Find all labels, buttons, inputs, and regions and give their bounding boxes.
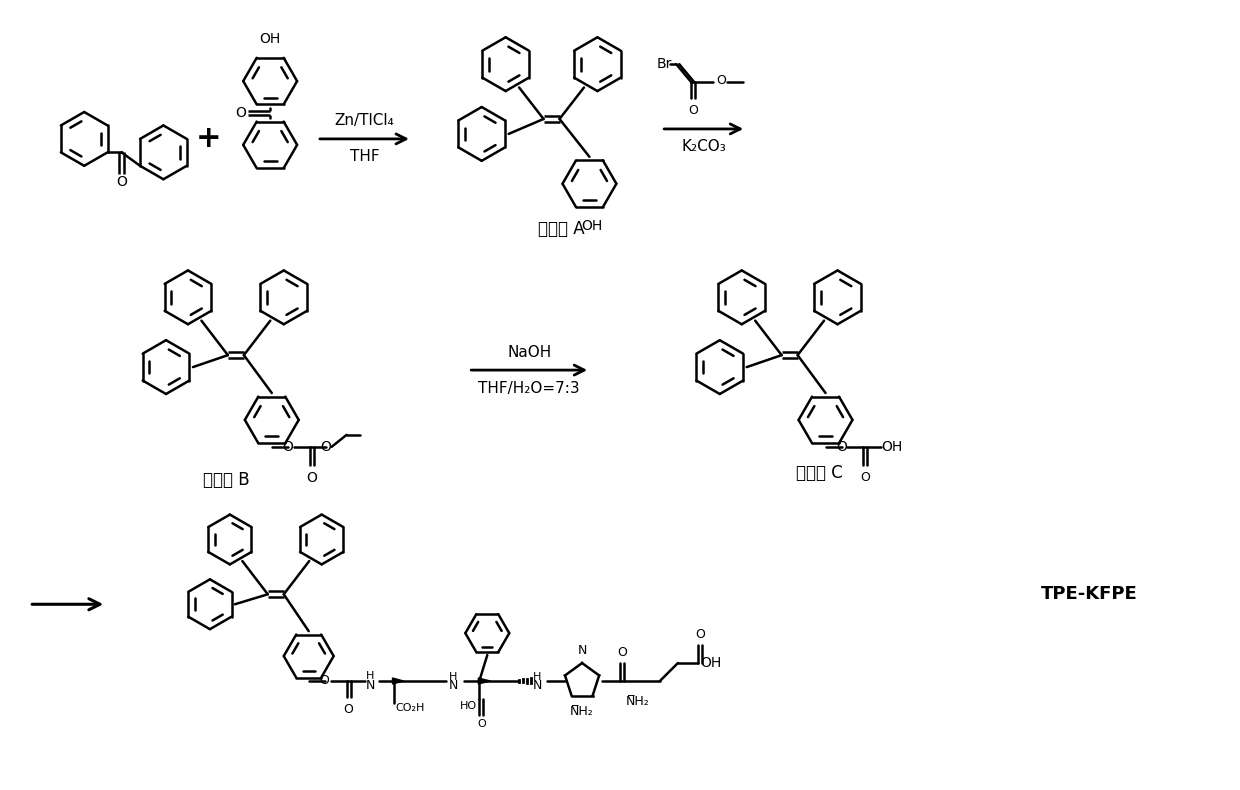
Text: O: O — [694, 628, 704, 641]
Text: N: N — [533, 679, 543, 693]
Text: N̅H₂: N̅H₂ — [626, 695, 650, 708]
Polygon shape — [479, 678, 490, 684]
Polygon shape — [393, 678, 403, 684]
Text: THF: THF — [350, 149, 379, 164]
Text: O: O — [234, 106, 246, 120]
Text: O: O — [306, 471, 317, 485]
Text: O: O — [320, 440, 331, 453]
Text: HO: HO — [460, 701, 477, 711]
Text: O: O — [477, 719, 486, 729]
Text: OH: OH — [699, 656, 722, 670]
Text: OH: OH — [580, 219, 603, 232]
Text: 化合物 A: 化合物 A — [538, 220, 585, 238]
Text: Zn/TlCl₄: Zn/TlCl₄ — [335, 114, 394, 129]
Text: O: O — [861, 471, 870, 483]
Text: 化合物 C: 化合物 C — [796, 464, 843, 482]
Text: O: O — [283, 440, 293, 453]
Text: THF/H₂O=7:3: THF/H₂O=7:3 — [479, 381, 580, 396]
Text: O: O — [836, 440, 847, 453]
Text: H: H — [366, 671, 374, 681]
Text: Br: Br — [656, 57, 672, 71]
Text: O: O — [320, 675, 330, 687]
Text: O: O — [717, 73, 727, 87]
Text: O: O — [618, 646, 627, 659]
Text: OH: OH — [882, 440, 903, 453]
Text: +: + — [196, 124, 221, 153]
Text: N: N — [449, 679, 458, 693]
Text: NaOH: NaOH — [507, 344, 552, 359]
Text: OH: OH — [259, 32, 280, 47]
Text: K₂CO₃: K₂CO₃ — [681, 139, 727, 154]
Text: 化合物 B: 化合物 B — [202, 471, 249, 489]
Text: N: N — [578, 644, 587, 657]
Text: N̅H₂: N̅H₂ — [570, 705, 594, 718]
Text: O: O — [117, 175, 126, 190]
Text: H: H — [449, 672, 456, 682]
Text: N: N — [366, 679, 374, 693]
Text: CO₂H: CO₂H — [396, 703, 425, 713]
Text: O: O — [343, 703, 353, 716]
Text: O: O — [688, 104, 698, 117]
Text: H: H — [533, 672, 542, 682]
Text: TPE-KFPE: TPE-KFPE — [1040, 585, 1137, 604]
